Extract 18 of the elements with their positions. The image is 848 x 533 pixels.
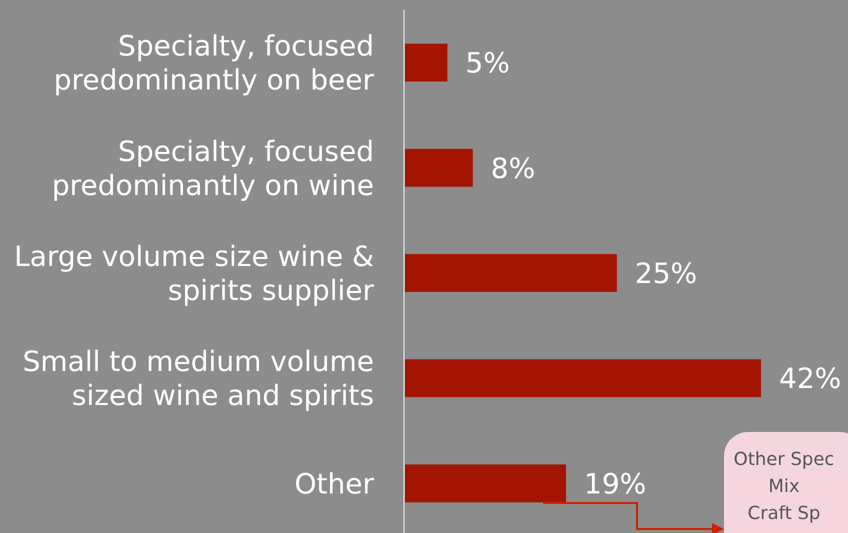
bar bbox=[405, 464, 566, 502]
annotation: Craft Sp bbox=[748, 503, 820, 524]
data-label: 19% bbox=[584, 467, 646, 500]
annotation: Other Spec bbox=[734, 449, 834, 470]
bar bbox=[405, 148, 473, 187]
y-tick-label: Other bbox=[294, 467, 374, 500]
bar bbox=[405, 359, 761, 398]
text: Mix bbox=[768, 476, 800, 497]
bar bbox=[405, 254, 617, 292]
y-tick-label: Specialty, focused predominantly on wine bbox=[52, 134, 374, 202]
data-label: 8% bbox=[490, 152, 536, 185]
y-tick-label: Small to medium volume sized wine and spirits bbox=[22, 345, 374, 412]
data-label: 42% bbox=[779, 362, 842, 396]
y-tick-label: Large volume size wine & spirits supplier bbox=[14, 240, 374, 307]
data-label: 25% bbox=[634, 257, 698, 290]
data-label: 5% bbox=[465, 46, 510, 80]
bar bbox=[405, 44, 448, 82]
y-tick-label: Specialty, focused predominantly on beer bbox=[54, 30, 374, 97]
